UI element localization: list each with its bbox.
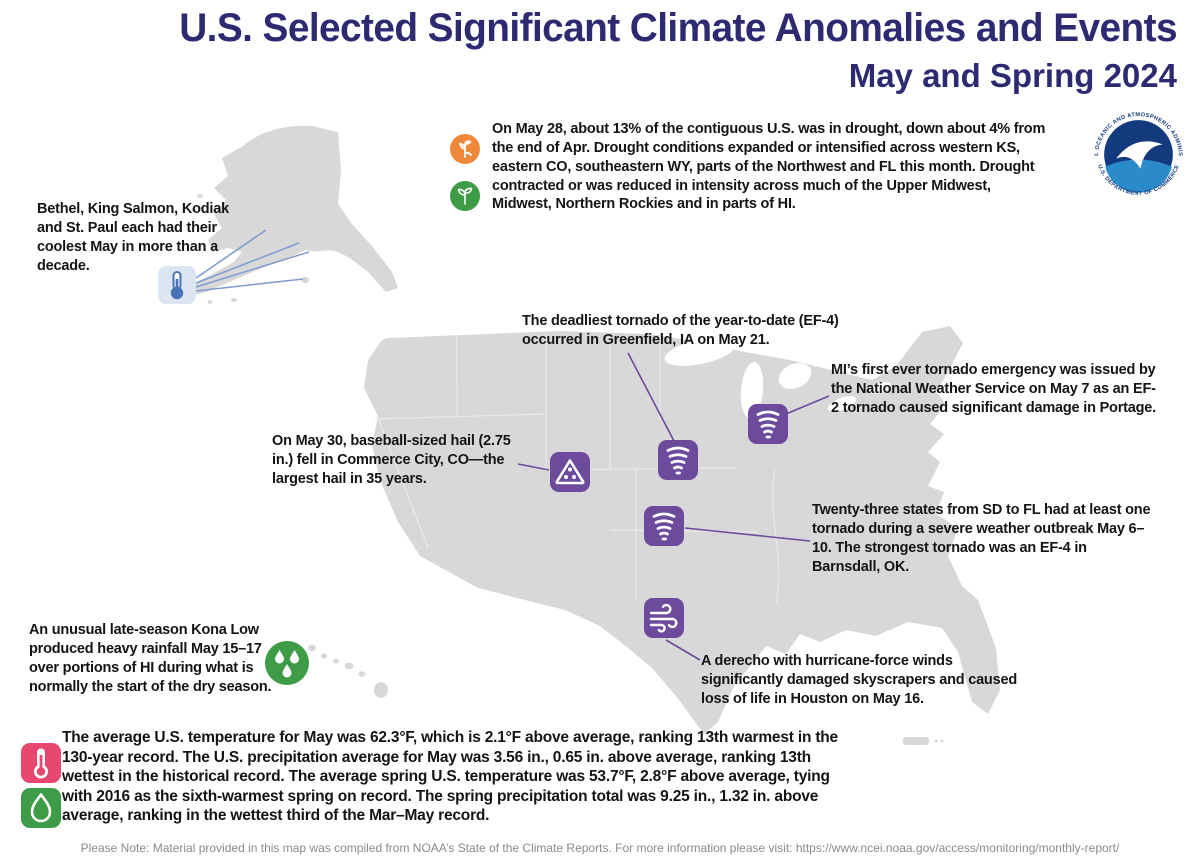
annotation-greenfield-tornado: The deadliest tornado of the year-to-dat… xyxy=(522,313,839,348)
wilted-plant-icon xyxy=(450,134,480,164)
annotation-hail: On May 30, baseball-sized hail (2.75 in.… xyxy=(272,433,511,487)
hail-triangle-icon xyxy=(550,452,590,492)
annotation-drought: On May 28, about 13% of the contiguous U… xyxy=(492,121,1046,213)
annotation-alaska-cool: Bethel, King Salmon, Kodiak and St. Paul… xyxy=(37,201,229,274)
sprout-icon xyxy=(450,181,480,211)
climate-summary: The average U.S. temperature for May was… xyxy=(62,729,838,825)
puerto-rico xyxy=(903,737,944,745)
annotation-derecho: A derecho with hurricane-force winds sig… xyxy=(701,653,1017,707)
thermometer-cold-icon xyxy=(158,266,196,304)
page-subtitle: May and Spring 2024 xyxy=(848,57,1177,94)
event-connector-lines xyxy=(517,352,830,661)
annotation-michigan-tornado: MI’s first ever tornado emergency was is… xyxy=(831,362,1156,416)
alaska-connector-lines xyxy=(195,229,310,292)
thermometer-warm-icon xyxy=(21,743,61,783)
droplet-icon xyxy=(21,788,61,828)
wind-icon xyxy=(644,598,684,638)
great-lakes xyxy=(664,338,891,418)
alaska xyxy=(186,125,398,296)
noaa-logo: NATIONAL OCEANIC AND ATMOSPHERIC ADMINIS… xyxy=(1090,106,1187,203)
tornado-icon xyxy=(658,440,698,480)
tornado-icon xyxy=(644,506,684,546)
annotation-tornado-outbreak: Twenty-three states from SD to FL had at… xyxy=(812,502,1151,575)
alaska-islands xyxy=(191,194,309,304)
seagull-icon xyxy=(1116,141,1163,169)
tornado-icon xyxy=(748,404,788,444)
footer-note: Please Note: Material provided in this m… xyxy=(80,841,1120,855)
page-title: U.S. Selected Significant Climate Anomal… xyxy=(179,6,1177,50)
hawaii-islands xyxy=(308,644,388,698)
state-borders xyxy=(373,333,780,605)
heavy-rain-icon xyxy=(265,641,309,685)
annotation-kona-low: An unusual late-season Kona Low produced… xyxy=(29,622,272,695)
